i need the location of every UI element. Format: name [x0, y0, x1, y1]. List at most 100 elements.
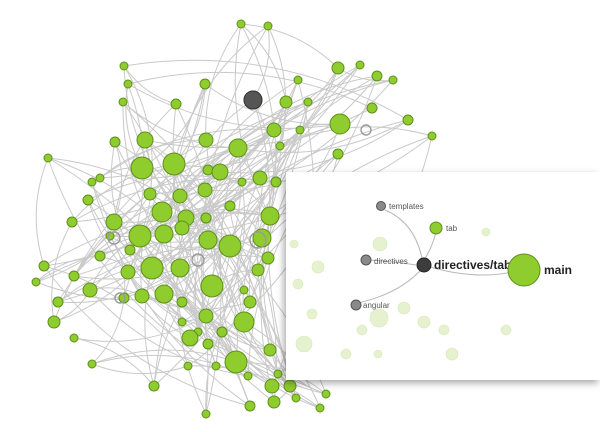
graph-node[interactable] [119, 61, 129, 71]
graph-node[interactable] [224, 200, 236, 212]
graph-node[interactable] [170, 258, 190, 278]
graph-node[interactable] [211, 361, 221, 371]
graph-node[interactable] [237, 177, 247, 187]
graph-node[interactable] [43, 153, 53, 163]
graph-node[interactable] [120, 264, 136, 280]
graph-node[interactable] [260, 206, 280, 226]
graph-node[interactable] [154, 284, 174, 304]
graph-node[interactable] [143, 187, 157, 201]
zoom-graph[interactable]: templates tab directives directives/tabs… [286, 172, 600, 380]
main-node[interactable] [507, 253, 541, 287]
graph-node[interactable] [228, 138, 248, 158]
graph-node[interactable] [105, 213, 123, 231]
graph-node[interactable] [202, 338, 214, 350]
graph-node[interactable] [211, 163, 229, 181]
tab-node[interactable] [429, 221, 443, 235]
graph-node[interactable] [266, 122, 282, 138]
graph-node[interactable] [136, 131, 154, 149]
graph-node[interactable] [198, 230, 218, 250]
graph-node[interactable] [295, 125, 305, 135]
graph-node[interactable] [279, 95, 293, 109]
graph-node[interactable] [264, 378, 280, 394]
graph-node[interactable] [66, 216, 78, 228]
graph-node[interactable] [291, 393, 301, 403]
templates-node[interactable] [376, 201, 386, 211]
graph-node[interactable] [199, 78, 211, 90]
graph-node[interactable] [118, 97, 128, 107]
graph-node[interactable] [243, 295, 257, 309]
graph-node[interactable] [87, 359, 97, 369]
graph-node[interactable] [263, 21, 273, 31]
graph-node[interactable] [128, 224, 152, 248]
graph-node[interactable] [224, 350, 248, 374]
graph-node[interactable] [371, 70, 383, 82]
graph-node[interactable] [293, 75, 303, 85]
graph-hub-node[interactable] [243, 90, 263, 110]
graph-node[interactable] [244, 400, 256, 412]
graph-node[interactable] [94, 250, 106, 262]
graph-node[interactable] [124, 244, 136, 256]
graph-node[interactable] [130, 156, 154, 180]
graph-node[interactable] [402, 114, 414, 126]
graph-node[interactable] [172, 188, 188, 204]
graph-node[interactable] [197, 182, 213, 198]
graph-node[interactable] [198, 308, 214, 324]
graph-node[interactable] [52, 296, 64, 308]
graph-node[interactable] [118, 292, 130, 304]
graph-node[interactable] [82, 282, 98, 298]
graph-node[interactable] [201, 409, 211, 419]
graph-node[interactable] [151, 201, 173, 223]
graph-node[interactable] [162, 152, 186, 176]
graph-node[interactable] [69, 333, 79, 343]
graph-node[interactable] [170, 98, 182, 110]
graph-node[interactable] [329, 113, 351, 135]
graph-node[interactable] [140, 256, 164, 280]
graph-node[interactable] [198, 132, 214, 148]
graph-node[interactable] [216, 326, 228, 338]
graph-node[interactable] [315, 403, 325, 413]
graph-node[interactable] [366, 102, 378, 114]
graph-node[interactable] [123, 79, 133, 89]
graph-node[interactable] [321, 389, 331, 399]
graph-node[interactable] [148, 380, 160, 392]
graph-node[interactable] [177, 317, 187, 327]
graph-node[interactable] [303, 97, 313, 107]
graph-node[interactable] [427, 131, 437, 141]
graph-node[interactable] [134, 288, 150, 304]
graph-node[interactable] [87, 177, 97, 187]
graph-node[interactable] [68, 270, 80, 282]
graph-node[interactable] [283, 379, 297, 393]
graph-node[interactable] [275, 141, 285, 151]
graph-node[interactable] [218, 234, 242, 258]
graph-node[interactable] [200, 274, 224, 298]
graph-node[interactable] [388, 75, 398, 85]
angular-node[interactable] [350, 299, 362, 311]
graph-node[interactable] [82, 194, 94, 206]
graph-node[interactable] [273, 369, 283, 379]
graph-node[interactable] [154, 224, 174, 244]
directives-tabs-node[interactable] [416, 257, 432, 273]
graph-node[interactable] [176, 296, 188, 308]
graph-node[interactable] [236, 19, 246, 29]
graph-node[interactable] [174, 220, 190, 236]
graph-node[interactable] [200, 212, 212, 224]
graph-node[interactable] [267, 395, 281, 409]
graph-node[interactable] [47, 315, 61, 329]
graph-node[interactable] [31, 277, 41, 287]
graph-node[interactable] [331, 61, 345, 75]
graph-node[interactable] [109, 136, 121, 148]
graph-node[interactable] [252, 170, 268, 186]
graph-node[interactable] [355, 60, 365, 70]
graph-node[interactable] [239, 285, 249, 295]
graph-node[interactable] [95, 173, 105, 183]
directives-node[interactable] [360, 254, 372, 266]
graph-node[interactable] [181, 329, 199, 347]
graph-node[interactable] [202, 164, 214, 176]
graph-node[interactable] [243, 371, 253, 381]
graph-node[interactable] [270, 176, 282, 188]
graph-node[interactable] [332, 148, 344, 160]
graph-node[interactable] [251, 263, 265, 277]
graph-node[interactable] [261, 251, 275, 265]
graph-node[interactable] [263, 343, 277, 357]
